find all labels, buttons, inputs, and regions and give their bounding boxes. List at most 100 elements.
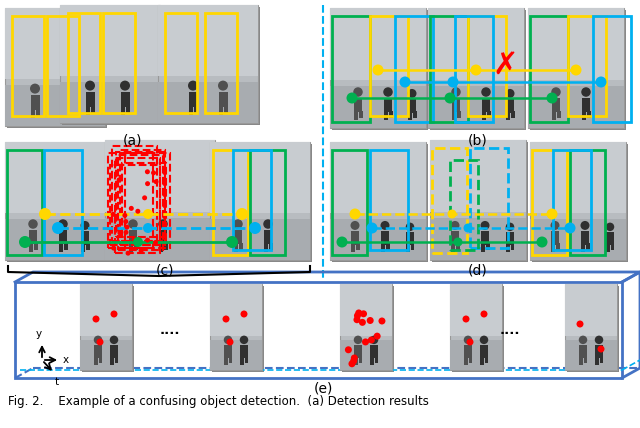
Circle shape (550, 221, 559, 230)
Bar (455, 16, 493, 122)
Bar (218, 92, 227, 107)
Bar (110, 345, 118, 358)
Circle shape (406, 223, 414, 231)
Circle shape (349, 208, 360, 220)
Bar (428, 8, 524, 128)
Bar (160, 7, 260, 125)
Circle shape (447, 77, 458, 87)
Bar (91, 105, 95, 113)
Bar (332, 10, 428, 130)
Bar (511, 244, 515, 250)
Bar (468, 16, 506, 116)
Bar (189, 107, 193, 115)
Bar (557, 110, 561, 118)
Bar (205, 13, 237, 113)
Bar (36, 108, 40, 116)
Bar (486, 243, 490, 250)
Circle shape (367, 223, 378, 234)
Bar (581, 245, 584, 252)
Bar (406, 232, 414, 245)
Bar (229, 357, 232, 363)
Bar (44, 150, 82, 255)
Bar (451, 245, 454, 252)
Circle shape (224, 336, 232, 344)
Bar (108, 153, 153, 248)
Bar (332, 150, 367, 255)
Bar (194, 105, 198, 113)
Bar (330, 219, 426, 260)
Bar (110, 358, 114, 365)
Bar (528, 86, 624, 128)
Bar (452, 113, 456, 120)
Circle shape (467, 339, 474, 345)
Bar (359, 110, 363, 118)
Circle shape (506, 223, 515, 231)
Bar (71, 108, 75, 116)
Circle shape (381, 221, 390, 230)
Circle shape (351, 221, 360, 230)
Text: Fig. 2.    Example of a confusing object detection.  (a) Detection results: Fig. 2. Example of a confusing object de… (8, 395, 429, 408)
Bar (224, 358, 228, 365)
Bar (60, 82, 160, 123)
Bar (234, 230, 243, 244)
Bar (5, 142, 105, 213)
Bar (395, 16, 433, 122)
Bar (60, 5, 160, 76)
Bar (134, 243, 138, 250)
Circle shape (111, 310, 118, 318)
Circle shape (58, 219, 68, 229)
Circle shape (128, 219, 138, 229)
Bar (330, 8, 426, 80)
Circle shape (117, 230, 122, 235)
Bar (80, 284, 132, 370)
Circle shape (19, 236, 31, 248)
Circle shape (143, 209, 153, 219)
Bar (115, 357, 118, 363)
Bar (450, 284, 502, 336)
Circle shape (30, 83, 40, 94)
Bar (430, 218, 526, 260)
Bar (593, 16, 631, 122)
Circle shape (153, 240, 158, 245)
Bar (64, 243, 68, 250)
Bar (485, 357, 488, 363)
Bar (413, 111, 417, 118)
Bar (530, 142, 626, 260)
Circle shape (359, 319, 366, 326)
Text: (a): (a) (124, 133, 143, 147)
Bar (586, 243, 589, 250)
Bar (105, 218, 215, 260)
Bar (59, 244, 63, 252)
Bar (464, 345, 472, 358)
Bar (332, 144, 428, 262)
Bar (212, 286, 264, 372)
Bar (86, 107, 90, 115)
Circle shape (355, 309, 362, 316)
Bar (384, 98, 392, 113)
Bar (428, 8, 524, 80)
Circle shape (551, 87, 561, 97)
Circle shape (579, 336, 588, 344)
Bar (210, 219, 310, 260)
Circle shape (447, 209, 456, 219)
Bar (158, 82, 258, 123)
Text: ....: .... (160, 324, 180, 336)
Bar (356, 243, 360, 250)
Bar (530, 10, 626, 130)
Circle shape (109, 336, 118, 344)
Circle shape (372, 65, 383, 75)
Bar (120, 92, 129, 107)
Circle shape (227, 339, 234, 345)
Bar (34, 243, 38, 250)
Bar (210, 340, 262, 370)
Circle shape (605, 223, 614, 231)
Text: (e): (e) (314, 382, 333, 396)
Bar (595, 345, 603, 358)
Bar (480, 345, 488, 358)
Circle shape (374, 333, 381, 340)
Bar (129, 230, 137, 244)
Text: (c): (c) (156, 263, 174, 277)
Circle shape (463, 223, 472, 232)
Bar (86, 243, 90, 250)
Circle shape (408, 89, 417, 98)
